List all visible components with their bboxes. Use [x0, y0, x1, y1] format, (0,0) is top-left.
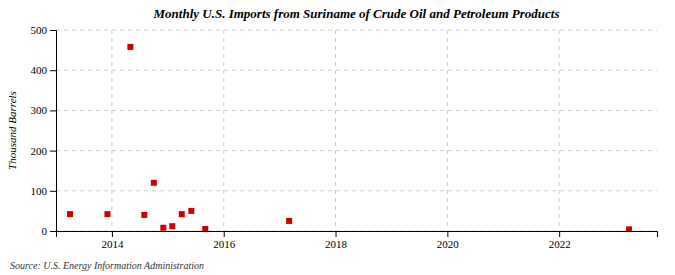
- x-axis: 2014 2016 2018 2020 2022: [57, 231, 658, 250]
- tick: 2018: [325, 231, 348, 250]
- grid-line-x: [447, 30, 448, 231]
- grid-line-x: [335, 30, 336, 231]
- tick-label: 2016: [213, 238, 236, 250]
- chart: 2014 2016 2018 2020 2022 0 100 200 300 400 500 Mont…: [0, 0, 675, 275]
- point: [202, 226, 208, 231]
- tick: 2020: [437, 231, 460, 250]
- point: [286, 218, 292, 224]
- tick-label: 2014: [101, 238, 124, 250]
- points: [67, 44, 632, 231]
- tick: 400: [31, 64, 57, 76]
- tick-mark: [447, 231, 448, 237]
- tick-label: 2018: [325, 238, 348, 250]
- tick: 100: [31, 185, 57, 197]
- y-axis: 0 100 200 300 400 500: [31, 24, 57, 237]
- point: [160, 225, 166, 231]
- point: [626, 226, 632, 231]
- title: Monthly U.S. Imports from Suriname of Cr…: [153, 6, 560, 21]
- point: [104, 211, 110, 217]
- tick-label: 2022: [549, 238, 571, 250]
- tick-mark: [224, 231, 225, 237]
- grid-line-y: [56, 70, 657, 71]
- point: [188, 208, 194, 214]
- point: [67, 211, 73, 217]
- tick-mark: [50, 110, 56, 111]
- tick: 2016: [213, 231, 236, 250]
- annotation: Source: U.S. Energy Information Administ…: [10, 260, 204, 271]
- point: [151, 180, 157, 186]
- tick-label: 400: [31, 64, 48, 76]
- tick-mark: [50, 30, 56, 31]
- grid-line-x: [559, 30, 560, 231]
- point: [127, 44, 133, 50]
- tick-mark: [50, 231, 56, 232]
- tick-mark: [559, 231, 560, 237]
- tick-label: 300: [31, 104, 48, 116]
- grid-line-y: [56, 110, 657, 111]
- tick: 0: [42, 225, 57, 237]
- tick: 2014: [101, 231, 124, 250]
- grid-line-y: [56, 30, 657, 31]
- grid: [56, 30, 657, 231]
- tick-mark: [50, 151, 56, 152]
- tick: 500: [31, 24, 57, 36]
- tick-label: 100: [31, 185, 48, 197]
- grid-line-y: [56, 190, 657, 191]
- tick: 2022: [549, 231, 571, 250]
- grid-line-x: [223, 30, 224, 231]
- grid-line-y: [56, 150, 657, 151]
- tick-label: 500: [31, 24, 48, 36]
- tick-label: 0: [42, 225, 48, 237]
- grid-line-x: [111, 30, 112, 231]
- tick-label: 2020: [437, 238, 460, 250]
- point: [179, 211, 185, 217]
- axis-domain: [57, 232, 658, 238]
- tick: 200: [31, 145, 57, 157]
- plot: 2014 2016 2018 2020 2022 0 100 200 300 400 500: [31, 24, 658, 250]
- tick-mark: [112, 231, 113, 237]
- tick-mark: [336, 231, 337, 237]
- tick: 300: [31, 104, 57, 116]
- tick-mark: [50, 70, 56, 71]
- y-label: Thousand Barrels: [6, 91, 18, 170]
- point: [169, 223, 175, 229]
- tick-mark: [50, 191, 56, 192]
- axis-domain: [50, 31, 57, 232]
- point: [141, 212, 147, 218]
- tick-label: 200: [31, 145, 48, 157]
